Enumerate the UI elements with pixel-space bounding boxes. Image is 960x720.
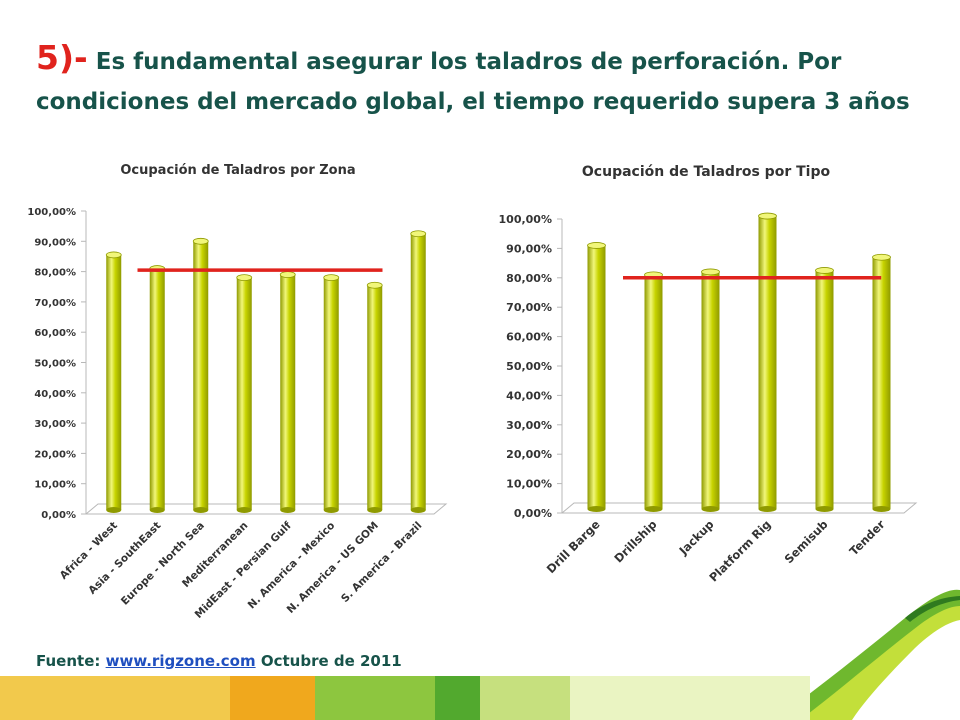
x-category-label: Europe - North Sea: [119, 520, 207, 608]
chart-title: Ocupación de Taladros por Tipo: [582, 164, 831, 180]
band-segment: [480, 676, 570, 720]
y-tick-label: 90,00%: [34, 237, 76, 248]
slide-title: 5)- Es fundamental asegurar los taladros…: [36, 38, 936, 122]
bar: [193, 241, 209, 511]
bar: [410, 233, 426, 510]
band-segment: [230, 676, 315, 720]
source-label: Fuente:: [36, 652, 101, 670]
bar-cap: [872, 253, 891, 261]
y-tick-label: 80,00%: [506, 272, 552, 285]
y-tick-label: 40,00%: [34, 389, 76, 400]
title-text: Es fundamental asegurar los taladros de …: [36, 49, 910, 115]
chart-by-type: Ocupación de Taladros por Tipo 0,00% 10,00…: [499, 164, 918, 585]
bar-cap: [105, 251, 122, 259]
y-tick-label: 50,00%: [34, 359, 76, 370]
y-tick-label: 10,00%: [506, 478, 552, 491]
x-category-label: Drillship: [611, 517, 659, 565]
bar: [872, 257, 891, 509]
bar-base: [758, 506, 777, 512]
x-category-label: Semisub: [782, 517, 831, 566]
bar-base: [644, 506, 663, 512]
bottom-color-band: [0, 676, 810, 720]
bar-base: [410, 507, 426, 513]
bar: [323, 277, 339, 510]
bar-base: [872, 506, 891, 512]
bar-cap: [366, 281, 383, 289]
chart-title: Ocupación de Taladros por Zona: [120, 163, 355, 178]
x-category-label: Drill Barge: [544, 517, 603, 576]
bar-cap: [236, 274, 253, 282]
bar-cap: [192, 237, 209, 245]
bar-base: [701, 506, 720, 512]
bar: [815, 270, 834, 509]
y-tick-label: 0,00%: [41, 510, 76, 521]
source-line: Fuente: www.rigzone.com Octubre de 2011: [36, 652, 402, 670]
bar: [758, 216, 777, 509]
y-tick-label: 20,00%: [506, 448, 552, 461]
source-date: Octubre de 2011: [260, 652, 402, 670]
bar-cap: [701, 268, 720, 276]
chart-floor: [560, 502, 918, 514]
source-link[interactable]: www.rigzone.com: [105, 652, 256, 670]
y-tick-label: 30,00%: [34, 419, 76, 430]
bar-cap: [587, 242, 606, 249]
bar-cap: [758, 212, 777, 220]
bar: [701, 271, 720, 509]
chart-floor: [84, 503, 448, 515]
bar-base: [149, 507, 165, 513]
band-segment: [0, 676, 230, 720]
y-tick-label: 70,00%: [34, 298, 76, 309]
x-category-label: N. America - Mexico: [246, 520, 338, 612]
bar-base: [236, 507, 252, 513]
bar-base: [367, 507, 383, 513]
bar-cap: [815, 267, 834, 274]
bar: [236, 277, 252, 510]
bar-base: [280, 507, 296, 513]
y-tick-label: 60,00%: [506, 331, 552, 344]
x-category-label: Tender: [847, 517, 888, 558]
band-segment: [315, 676, 435, 720]
y-tick-label: 50,00%: [506, 360, 552, 373]
x-category-label: Jackup: [676, 517, 717, 558]
y-tick-label: 100,00%: [27, 207, 76, 218]
green-curl-graphic: [775, 589, 960, 720]
bar-base: [323, 507, 339, 513]
band-segment: [570, 676, 810, 720]
y-tick-label: 90,00%: [506, 242, 552, 255]
band-segment: [435, 676, 480, 720]
y-tick-label: 20,00%: [34, 449, 76, 460]
bar-cap: [323, 274, 340, 282]
bar-base: [193, 507, 209, 513]
y-tick-label: 80,00%: [34, 268, 76, 279]
title-number: 5)-: [36, 38, 88, 77]
bar: [587, 245, 606, 509]
bar: [367, 285, 383, 510]
y-tick-label: 30,00%: [506, 419, 552, 432]
bar: [644, 274, 663, 509]
chart-by-zone: Ocupación de Taladros por Zona 0,00% 10,00…: [27, 163, 448, 621]
bar-cap: [279, 271, 296, 279]
bar: [149, 268, 165, 510]
bar-base: [106, 507, 122, 513]
y-tick-label: 60,00%: [34, 328, 76, 339]
bar-base: [587, 506, 606, 512]
y-tick-label: 100,00%: [499, 213, 552, 226]
bar: [280, 274, 296, 510]
y-tick-label: 10,00%: [34, 480, 76, 491]
y-tick-label: 40,00%: [506, 389, 552, 402]
y-tick-label: 70,00%: [506, 301, 552, 314]
x-category-label: Asia - SouthEast: [86, 520, 163, 597]
x-category-label: S. America - Brazil: [339, 520, 424, 605]
bar: [106, 254, 122, 510]
bar-base: [815, 506, 834, 512]
y-tick-label: 0,00%: [514, 507, 552, 520]
bar-cap: [410, 230, 427, 238]
